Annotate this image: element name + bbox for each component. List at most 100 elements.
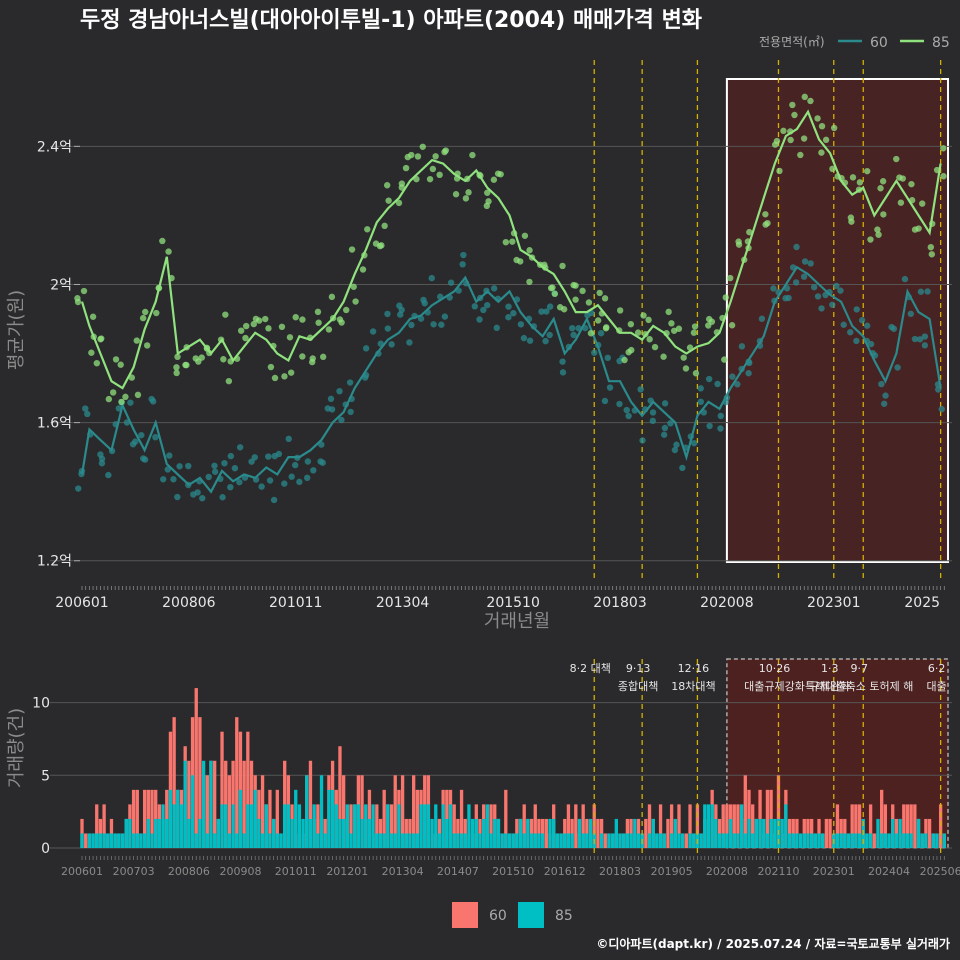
price-point-60 bbox=[729, 373, 736, 380]
volume-bar-60 bbox=[84, 833, 88, 848]
volume-bar-85 bbox=[213, 833, 217, 848]
policy-name-label: 특례대출축소 토허제 해 bbox=[805, 679, 913, 693]
price-point-85 bbox=[801, 93, 808, 101]
price-point-85 bbox=[497, 171, 504, 178]
price-point-60 bbox=[921, 333, 929, 340]
price-point-85 bbox=[112, 356, 120, 363]
volume-bar-85 bbox=[117, 833, 121, 848]
price-point-85 bbox=[109, 389, 117, 396]
volume-bar-85 bbox=[511, 833, 515, 848]
volume-x-tick-label: 201304 bbox=[382, 865, 424, 878]
volume-bar-85 bbox=[887, 833, 891, 848]
price-point-85 bbox=[690, 329, 698, 336]
policy-date-label: 9·13 bbox=[626, 662, 651, 675]
price-point-60 bbox=[921, 342, 929, 349]
price-point-85 bbox=[764, 219, 771, 227]
volume-panel: 0 5 10 200601 200703 200806 200908 201011 201201… bbox=[32, 658, 960, 878]
volume-bar-60 bbox=[647, 804, 652, 848]
price-point-85 bbox=[722, 294, 729, 301]
volume-bar-85 bbox=[216, 818, 221, 848]
volume-bar-85 bbox=[570, 833, 574, 848]
price-point-60 bbox=[546, 331, 553, 339]
price-point-85 bbox=[198, 354, 205, 361]
price-point-60 bbox=[271, 452, 278, 460]
volume-bar-85 bbox=[201, 760, 206, 848]
volume-bar-85 bbox=[625, 833, 630, 848]
volume-bar-85 bbox=[430, 818, 434, 848]
volume-bar-85 bbox=[533, 833, 537, 848]
price-point-60 bbox=[388, 341, 395, 348]
volume-bar-85 bbox=[467, 804, 471, 848]
volume-bar-60 bbox=[102, 804, 106, 848]
price-point-85 bbox=[818, 122, 826, 130]
volume-bar-85 bbox=[165, 818, 169, 848]
volume-bar-60 bbox=[150, 789, 154, 848]
price-point-60 bbox=[649, 417, 657, 425]
price-point-60 bbox=[584, 312, 591, 319]
price-point-60 bbox=[317, 458, 324, 465]
price-point-85 bbox=[142, 308, 149, 316]
volume-bar-85 bbox=[98, 833, 103, 848]
policy-name-label: 대출규제강화 bbox=[744, 680, 805, 693]
price-point-60 bbox=[291, 461, 299, 469]
volume-bar-85 bbox=[109, 833, 114, 848]
price-point-85 bbox=[465, 189, 472, 196]
price-point-85 bbox=[255, 317, 263, 324]
price-point-85 bbox=[771, 141, 779, 148]
volume-bar-60 bbox=[905, 804, 910, 848]
price-point-60 bbox=[369, 328, 377, 335]
legend-label-85: 85 bbox=[555, 908, 573, 924]
volume-bar-85 bbox=[470, 818, 475, 848]
price-point-85 bbox=[105, 395, 113, 403]
volume-bar-60 bbox=[142, 789, 147, 848]
price-point-60 bbox=[408, 321, 415, 329]
volume-bar-85 bbox=[798, 833, 803, 848]
price-point-60 bbox=[649, 409, 657, 416]
price-point-85 bbox=[271, 374, 279, 382]
volume-x-tick-label: 202404 bbox=[868, 865, 910, 878]
volume-bar-85 bbox=[677, 833, 681, 848]
volume-legend: 60 85 bbox=[452, 902, 573, 928]
volume-bar-85 bbox=[773, 818, 777, 848]
x-tick-label: 201803 bbox=[593, 595, 646, 611]
volume-bar-85 bbox=[301, 818, 305, 848]
price-point-85 bbox=[634, 329, 642, 336]
price-point-85 bbox=[762, 211, 769, 218]
volume-bar-85 bbox=[275, 833, 279, 848]
price-point-85 bbox=[502, 238, 510, 246]
price-point-60 bbox=[362, 345, 370, 352]
volume-bar-85 bbox=[238, 789, 243, 848]
price-point-60 bbox=[863, 322, 871, 329]
volume-bar-85 bbox=[692, 833, 696, 848]
price-point-60 bbox=[623, 406, 630, 414]
legend-label-60: 60 bbox=[489, 908, 507, 924]
volume-bar-85 bbox=[220, 804, 224, 848]
price-point-60 bbox=[384, 310, 391, 318]
volume-bar-85 bbox=[135, 833, 139, 848]
price-point-60 bbox=[471, 303, 478, 310]
volume-bar-85 bbox=[459, 833, 464, 848]
volume-bar-60 bbox=[135, 789, 139, 848]
volume-bar-85 bbox=[515, 833, 519, 848]
price-point-85 bbox=[940, 172, 947, 180]
price-point-60 bbox=[328, 406, 336, 413]
volume-bar-85 bbox=[710, 804, 714, 848]
price-point-60 bbox=[170, 476, 177, 483]
price-point-60 bbox=[231, 464, 239, 472]
price-point-85 bbox=[372, 240, 380, 247]
price-point-60 bbox=[538, 308, 545, 315]
price-point-60 bbox=[907, 310, 914, 318]
price-point-85 bbox=[602, 325, 610, 332]
price-point-85 bbox=[875, 231, 882, 238]
price-point-85 bbox=[513, 256, 520, 264]
volume-bar-85 bbox=[257, 818, 261, 848]
price-point-60 bbox=[625, 412, 632, 420]
volume-bar-60 bbox=[533, 804, 537, 848]
volume-bar-85 bbox=[168, 789, 173, 848]
volume-x-tick-label: 200806 bbox=[168, 865, 210, 878]
price-point-85 bbox=[551, 290, 559, 298]
price-point-85 bbox=[265, 325, 272, 332]
price-point-60 bbox=[428, 274, 435, 282]
volume-bar-85 bbox=[242, 833, 246, 848]
price-point-85 bbox=[174, 353, 181, 361]
